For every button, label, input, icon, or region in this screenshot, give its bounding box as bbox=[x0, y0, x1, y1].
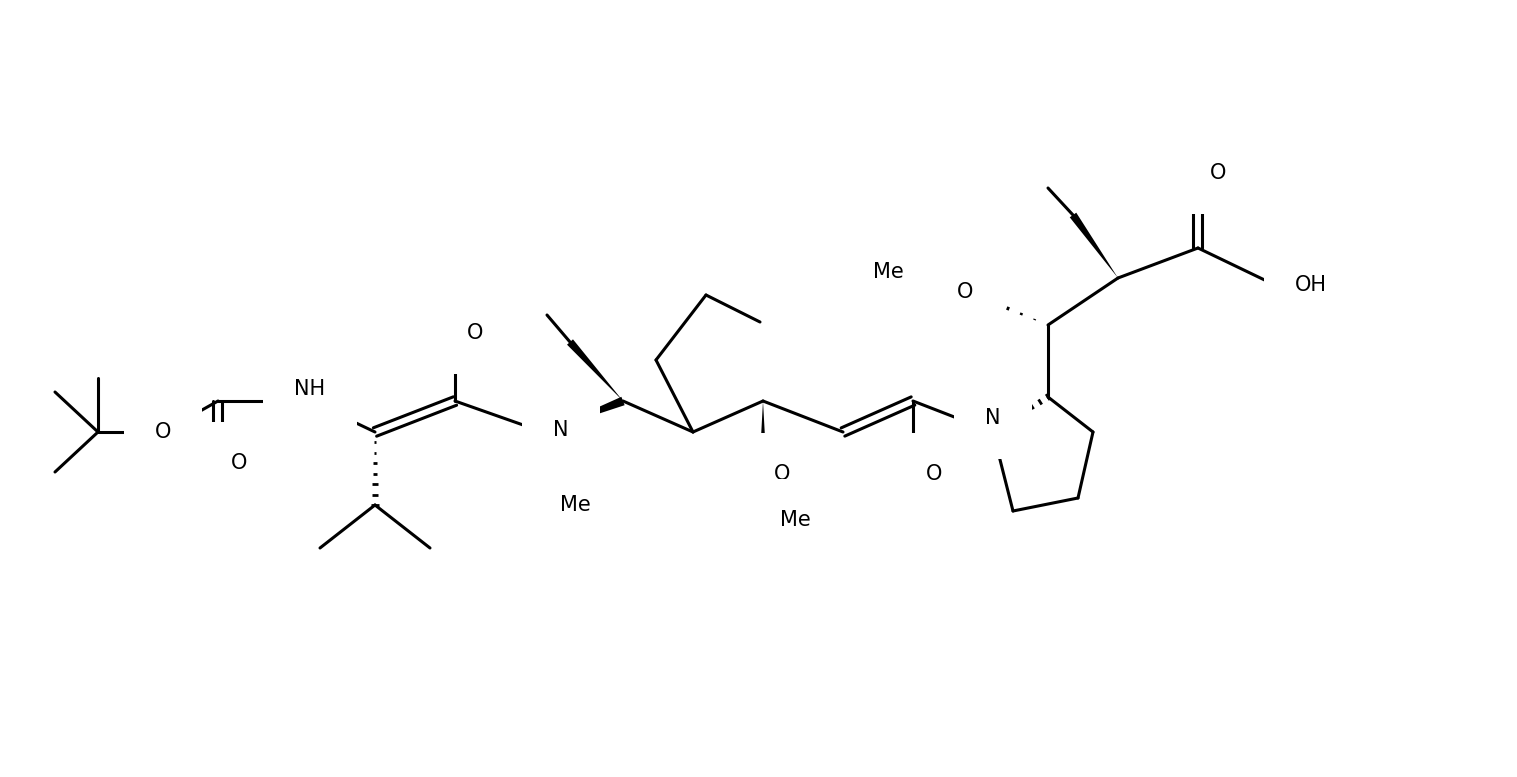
Text: O: O bbox=[1211, 163, 1226, 183]
Text: Me: Me bbox=[874, 262, 904, 282]
Text: Me: Me bbox=[560, 495, 590, 515]
Text: OH: OH bbox=[1296, 275, 1327, 295]
Polygon shape bbox=[758, 401, 768, 474]
Text: O: O bbox=[231, 453, 247, 473]
Text: O: O bbox=[467, 323, 484, 343]
Text: O: O bbox=[957, 282, 972, 302]
Polygon shape bbox=[567, 340, 623, 401]
Text: O: O bbox=[925, 464, 942, 484]
Text: O: O bbox=[155, 422, 171, 442]
Polygon shape bbox=[1069, 213, 1118, 278]
Text: N: N bbox=[554, 420, 569, 440]
Polygon shape bbox=[543, 397, 625, 432]
Text: N: N bbox=[985, 408, 1001, 428]
Text: O: O bbox=[774, 464, 790, 484]
Text: Me: Me bbox=[780, 510, 810, 530]
Text: NH: NH bbox=[294, 379, 326, 399]
